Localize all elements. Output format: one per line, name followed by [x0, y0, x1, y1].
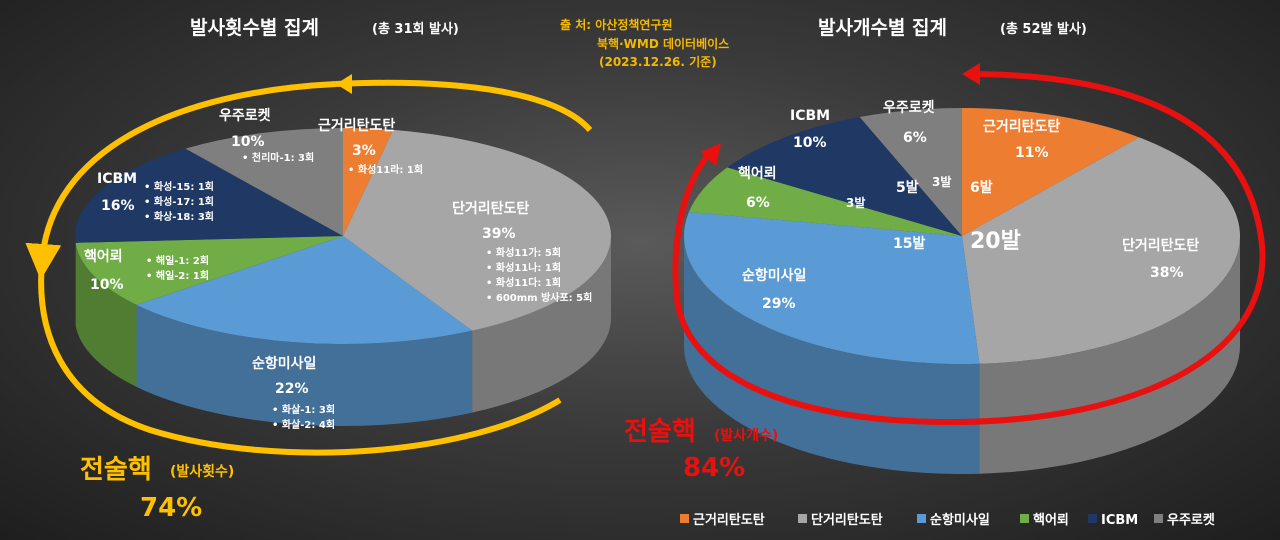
left-slice-detail: • 화살-2: 4회 [272, 418, 335, 431]
pie-slice-ICBM [74, 148, 343, 243]
source-line-2: 북핵·WMD 데이터베이스 [597, 36, 729, 51]
pie-side-ICBM [75, 236, 76, 325]
right-callout-label: 전술핵 [624, 417, 696, 447]
pie-slice-단거리탄도탄 [343, 129, 611, 331]
right-slice-label: ICBM [790, 108, 830, 124]
left-slice-detail: • 해일-1: 2회 [146, 254, 209, 267]
left-slice-percent: 16% [101, 198, 135, 214]
pie-slice-근거리탄도탄 [343, 128, 394, 236]
right-slice-label: 근거리탄도탄 [983, 118, 1060, 135]
pie-slice-근거리탄도탄 [962, 108, 1140, 236]
left-slice-label: ICBM [97, 171, 137, 187]
right-arrow-head-left-icon [700, 143, 721, 166]
left-slice-detail: • 화성11라: 1회 [348, 163, 423, 176]
legend-swatch [1154, 514, 1163, 523]
left-callout-sub: (발사횟수) [170, 463, 234, 480]
left-slice-percent: 10% [90, 277, 124, 293]
legend-swatch [680, 514, 689, 523]
pie-slice-순항미사일 [136, 236, 473, 344]
left-slice-detail: • 화성-15: 1회 [144, 180, 214, 193]
right-slice-count: 3발 [846, 195, 865, 210]
left-chart-title: 발사횟수별 집계 [190, 17, 319, 39]
left-slice-percent: 22% [275, 381, 309, 397]
right-slice-label: 단거리탄도탄 [1122, 237, 1199, 254]
source-line-3: (2023.12.26. 기준) [599, 54, 717, 69]
pie-slice-ICBM [727, 116, 962, 236]
left-slice-label: 근거리탄도탄 [318, 117, 395, 134]
left-slice-percent: 39% [482, 226, 516, 242]
pie-slice-순항미사일 [684, 212, 980, 364]
legend: 근거리탄도탄 단거리탄도탄 순항미사일 핵어뢰 ICBM 우주로켓 [680, 512, 1215, 528]
legend-label: 순항미사일 [930, 512, 990, 528]
legend-swatch [798, 514, 807, 523]
left-slice-detail: • 화살-1: 3회 [272, 403, 335, 416]
left-slice-detail: • 화성11나: 1회 [486, 261, 561, 274]
legend-label: 우주로켓 [1167, 512, 1215, 528]
right-slice-percent: 6% [746, 195, 770, 211]
left-slice-detail: • 화성-17: 1회 [144, 195, 214, 208]
right-slice-count: 5발 [896, 179, 919, 196]
left-callout-value: 74% [140, 493, 202, 523]
left-slice-label: 순항미사일 [252, 355, 316, 372]
left-slice-detail: • 화성11가: 5회 [486, 246, 561, 259]
pie-slice-핵어뢰 [75, 236, 343, 305]
right-chart-subtitle: (총 52발 발사) [1000, 21, 1087, 37]
left-slice-detail: • 천리마-1: 3회 [242, 151, 314, 164]
left-slice-detail: • 화상-18: 3회 [144, 210, 214, 223]
left-slice-detail: • 600mm 방사포: 5회 [486, 291, 592, 304]
right-slice-percent: 6% [903, 130, 927, 146]
left-slice-detail: • 해일-2: 1회 [146, 269, 209, 282]
left-slice-detail: • 화성11다: 1회 [486, 276, 561, 289]
left-slice-label: 핵어뢰 [84, 248, 123, 265]
pie-slice-우주로켓 [185, 128, 343, 236]
right-slice-percent: 11% [1015, 145, 1049, 161]
pie-slice-우주로켓 [859, 108, 962, 236]
pie-side-순항미사일 [136, 304, 473, 426]
right-slice-label: 순항미사일 [742, 267, 806, 284]
legend-swatch [1020, 514, 1029, 523]
pie-slice-단거리탄도탄 [962, 137, 1240, 364]
left-callout-label: 전술핵 [80, 455, 152, 485]
pie-side-핵어뢰 [75, 242, 137, 387]
right-slice-label: 핵어뢰 [738, 165, 777, 182]
left-slice-percent: 10% [231, 134, 265, 150]
right-slice-count: 15발 [893, 235, 925, 252]
right-slice-count: 6발 [970, 179, 993, 196]
pie-slice-핵어뢰 [688, 167, 962, 236]
left-arrow-body-icon [38, 79, 593, 456]
right-slice-percent: 29% [762, 296, 796, 312]
left-arrow-head-icon [336, 74, 352, 94]
left-slice-percent: 3% [352, 143, 376, 159]
left-slice-label: 단거리탄도탄 [452, 200, 529, 217]
legend-swatch [917, 514, 926, 523]
right-arrow-body-icon [672, 71, 1266, 426]
legend-label: 근거리탄도탄 [693, 512, 765, 528]
source-line-1: 출 처: 아산정책연구원 [560, 17, 673, 32]
right-callout-sub: (발사개수) [714, 427, 778, 444]
right-slice-percent: 10% [793, 135, 827, 151]
pie-side-순항미사일 [684, 236, 980, 474]
right-slice-count: 3발 [932, 174, 951, 189]
right-slice-percent: 38% [1150, 265, 1184, 281]
pie-side-단거리탄도탄 [472, 236, 611, 413]
legend-label: 핵어뢰 [1033, 512, 1069, 528]
right-slice-count: 20발 [970, 229, 1021, 254]
legend-label: 단거리탄도탄 [811, 512, 883, 528]
legend-swatch [1088, 514, 1097, 523]
right-slice-label: 우주로켓 [883, 99, 935, 116]
legend-label: ICBM [1101, 513, 1138, 528]
right-callout-value: 84% [683, 453, 745, 483]
right-arrow-head-top-icon [962, 63, 980, 85]
left-curved-arrow-icon [25, 81, 337, 280]
left-chart-subtitle: (총 31회 발사) [372, 21, 459, 37]
right-chart-title: 발사개수별 집계 [818, 17, 947, 39]
left-slice-label: 우주로켓 [219, 107, 271, 124]
